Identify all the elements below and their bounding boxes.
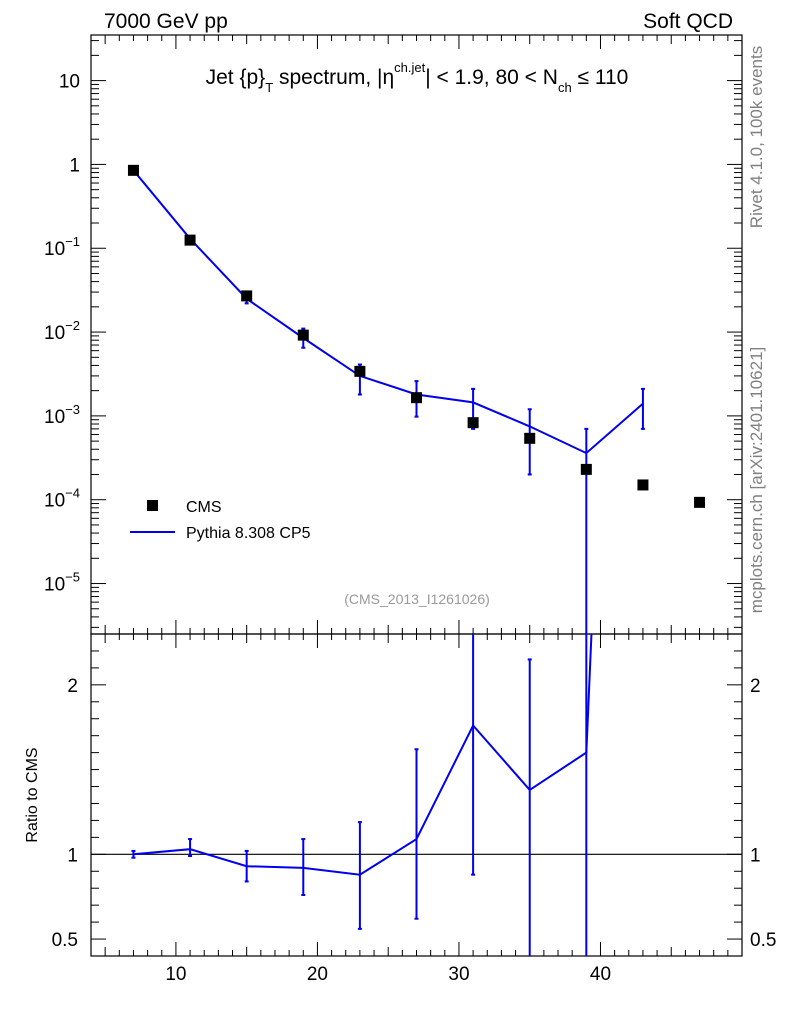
x-tick-label: 20 [307,964,328,985]
cms-data-point [694,496,706,508]
x-tick-label: 30 [448,964,469,985]
y-tick-label: 10−4 [44,486,80,512]
analysis-watermark: (CMS_2013_I1261026) [344,591,490,607]
main-axis-ticks [90,35,743,634]
chart-title: Jet {p}T spectrum, |ηch.jet| < 1.9, 80 <… [206,60,629,95]
cms-data-point [127,164,139,176]
ratio-y-tick-label-right: 1 [750,845,761,866]
pythia-ratio-line [133,634,593,876]
cms-data-point [467,417,479,429]
title-part-c-sub: ch [558,80,572,95]
y-tick-label: 10−3 [44,402,80,428]
mcplots-reference-label: mcplots.cern.ch [arXiv:2401.10621] [747,347,766,613]
ratio-y-tick-label-right: 2 [750,676,761,697]
cms-data-point [241,290,253,302]
pythia-line [132,169,644,455]
x-tick-label: 10 [165,964,186,985]
cms-data-point [354,365,366,377]
cms-data-point [580,463,592,475]
cms-data-point [184,234,196,246]
title-part-b: spectrum, |η [273,66,394,89]
ratio-y-axis-label: Ratio to CMS [24,747,41,842]
ratio-y-tick-labels: 0.5 0.5 1 1 2 2 [52,676,777,951]
legend-pythia-label: Pythia 8.308 CP5 [186,525,311,542]
x-tick-label: 40 [590,964,611,985]
ratio-series-layer [91,634,742,956]
y-tick-label: 10−1 [44,234,80,260]
title-part-a: Jet {p} [206,66,266,89]
ratio-y-tick-label-right: 0.5 [750,930,776,951]
cms-data-point [637,479,649,491]
y-tick-label: 10 [59,72,80,93]
legend-cms-marker [147,500,158,511]
main-y-tick-labels: 10 1 10−1 10−2 10−3 10−4 10−5 [44,72,80,596]
title-part-a-sub: T [265,80,273,95]
rivet-version-label: Rivet 4.1.0, 100k events [747,46,766,228]
header-category-label: Soft QCD [643,10,733,33]
cms-data-point [411,392,422,404]
ratio-y-tick-label-left: 2 [67,676,78,697]
y-tick-label: 10−2 [44,318,80,344]
title-part-d: ≤ 110 [572,66,629,89]
main-plot-frame [90,34,743,635]
y-tick-label: 10−5 [44,570,80,596]
cms-data-point [297,329,309,341]
x-tick-labels: 10 20 30 40 [165,964,611,985]
header-energy-label: 7000 GeV pp [104,10,228,33]
title-part-c: | < 1.9, 80 < N [425,66,558,89]
title-part-b-sup: ch.jet [394,60,425,75]
legend: CMS Pythia 8.308 CP5 [130,499,311,542]
ratio-y-tick-label-left: 1 [67,845,78,866]
main-series-layer [127,164,706,634]
cms-data-point [524,432,536,444]
y-tick-label: 1 [69,155,80,176]
ratio-y-tick-label-left: 0.5 [52,930,78,951]
legend-cms-label: CMS [186,499,222,516]
